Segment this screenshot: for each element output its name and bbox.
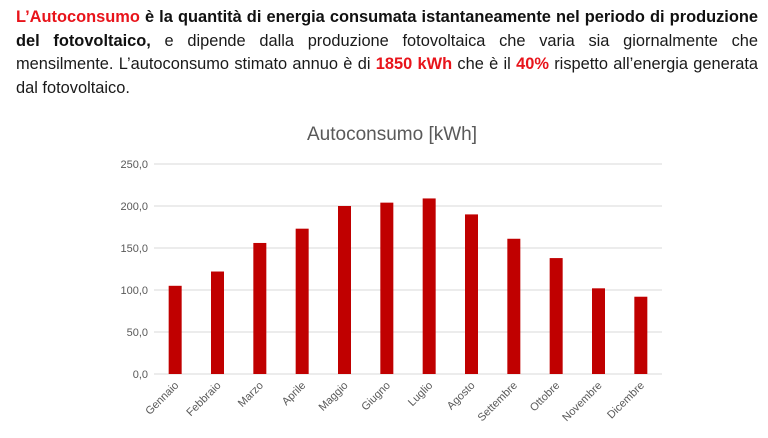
intro-text-2: che è il (452, 55, 517, 73)
bar-novembre (592, 288, 605, 374)
bar-marzo (253, 242, 267, 374)
bar-agosto (465, 214, 478, 374)
intro-paragraph: L’Autoconsumo è la quantità di energia c… (16, 6, 758, 100)
x-tick-label: Luglio (406, 380, 435, 409)
bar-maggio (338, 206, 351, 374)
x-tick-label: Maggio (317, 380, 351, 414)
autoconsumo-bar-chart: Autoconsumo [kWh] 0,0 50,0 100,0 150,0 200,0… (120, 124, 662, 424)
x-tick-label: Dicembre (605, 380, 647, 422)
bar-febbraio (211, 271, 224, 374)
bars (168, 198, 648, 374)
x-tick-label: Ottobre (528, 380, 562, 414)
y-tick-label: 200,0 (120, 201, 148, 213)
x-tick-label: Agosto (445, 380, 478, 413)
x-tick-label: Settembre (476, 380, 520, 424)
y-tick-label: 100,0 (120, 285, 148, 297)
intro-percentage: 40% (516, 55, 549, 73)
bar-giugno (380, 202, 394, 374)
intro-text: e dipende dalla produzione fotovoltaica … (16, 31, 758, 74)
bar-aprile (295, 228, 309, 374)
bar-luglio (422, 198, 436, 374)
y-tick-label: 0,0 (133, 369, 148, 381)
bar-ottobre (549, 258, 563, 374)
y-tick-label: 50,0 (127, 327, 148, 339)
intro-text-3: rispetto all’energia generata dal fotovo… (16, 55, 758, 97)
x-tick-label: Giugno (359, 380, 393, 414)
chart-title: Autoconsumo [kWh] (307, 124, 477, 145)
y-tick-label: 250,0 (120, 159, 148, 171)
intro-definition: è la quantità di energia consumata istan… (16, 8, 758, 50)
intro-keyword: L’Autoconsumo (16, 8, 140, 26)
x-tick-label: Aprile (280, 380, 308, 408)
x-tick-label: Marzo (236, 380, 266, 410)
x-tick-label: Gennaio (143, 380, 181, 418)
intro-annual-value: 1850 kWh (375, 55, 453, 73)
y-axis-labels: 0,0 50,0 100,0 150,0 200,0 250,0 (120, 159, 148, 381)
x-axis-labels: Gennaio Febbraio Marzo Aprile Maggio Giugno Lu… (143, 380, 647, 424)
x-tick-label: Novembre (560, 380, 604, 424)
x-tick-label: Febbraio (184, 380, 223, 419)
y-tick-label: 150,0 (120, 243, 148, 255)
bar-settembre (507, 238, 521, 374)
bar-gennaio (168, 285, 182, 374)
bar-dicembre (634, 296, 648, 374)
gridlines (154, 163, 662, 375)
